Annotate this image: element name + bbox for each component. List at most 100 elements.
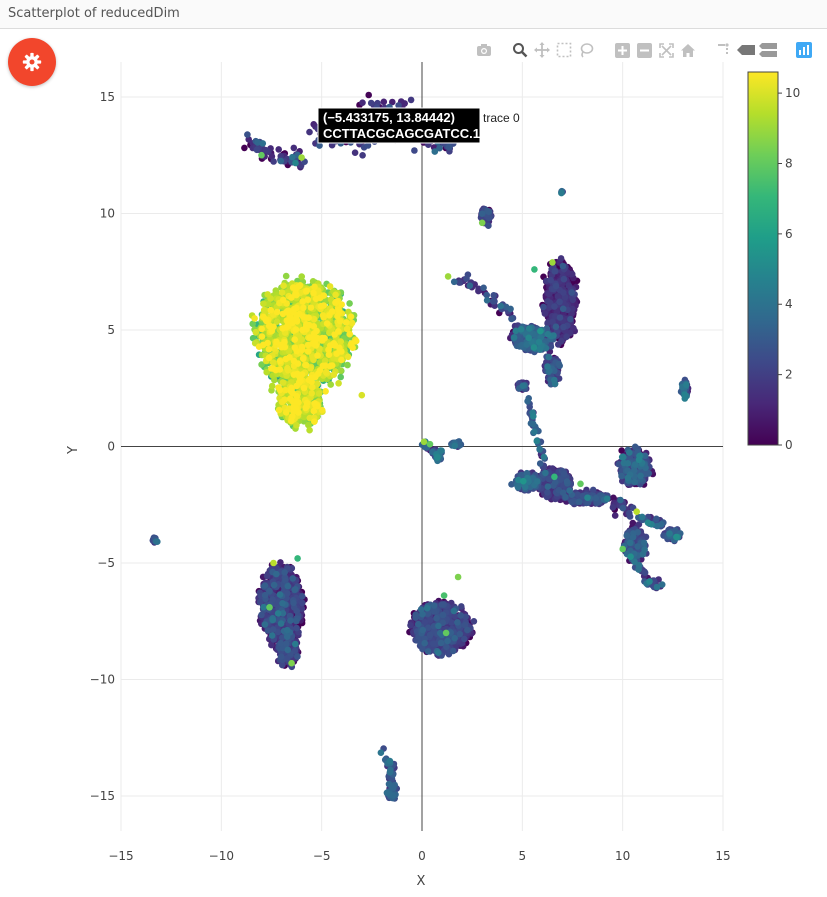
scatter-point[interactable] [412, 611, 420, 618]
scatter-point[interactable] [525, 334, 532, 342]
scatter-point[interactable] [563, 333, 570, 341]
scatter-point[interactable] [480, 284, 487, 292]
scatter-point[interactable] [531, 428, 538, 436]
scatter-point[interactable] [535, 338, 543, 346]
scatter-point[interactable] [424, 648, 432, 655]
scatter-point[interactable] [282, 640, 290, 648]
scatter-point[interactable] [359, 99, 366, 106]
scatter-point[interactable] [637, 472, 644, 480]
scatter-point[interactable] [520, 477, 527, 485]
camera-button[interactable] [475, 41, 493, 59]
scatter-points[interactable] [149, 91, 692, 802]
scatter-point[interactable] [560, 289, 567, 297]
scatter-point[interactable] [560, 275, 568, 283]
scatter-point[interactable] [570, 324, 577, 332]
scatter-point[interactable] [417, 606, 425, 613]
scatter-point[interactable] [673, 533, 680, 541]
autoscale-button[interactable] [657, 41, 675, 59]
scatter-point[interactable] [244, 131, 251, 138]
scatter-point[interactable] [430, 640, 437, 647]
scatter-point[interactable] [631, 478, 638, 486]
scatter-point[interactable] [524, 397, 531, 405]
scatter-point[interactable] [450, 607, 458, 615]
scatter-point[interactable] [618, 472, 625, 480]
scatter-point[interactable] [294, 653, 301, 660]
scatter-point[interactable] [266, 587, 273, 595]
scatter-point[interactable] [430, 602, 438, 609]
scatter-point[interactable] [544, 363, 551, 370]
scatter-point[interactable] [437, 639, 445, 647]
zoom-button[interactable] [511, 41, 529, 59]
scatter-point[interactable] [629, 519, 637, 527]
scatter-point[interactable] [435, 622, 442, 630]
scatter-point[interactable] [475, 285, 482, 293]
scatter-point[interactable] [268, 632, 276, 639]
scatter-point[interactable] [444, 637, 451, 645]
scatter-point[interactable] [646, 578, 653, 585]
scatter-point[interactable] [264, 627, 272, 634]
scatter-point[interactable] [383, 789, 391, 797]
scatter-point[interactable] [463, 275, 470, 282]
scatter-point[interactable] [618, 447, 625, 454]
scatter-point[interactable] [521, 483, 529, 491]
scatter-point[interactable] [259, 140, 267, 147]
scatter-point[interactable] [640, 539, 648, 547]
scatter-point[interactable] [485, 208, 493, 216]
scatter-point[interactable] [584, 494, 591, 502]
scatter-point[interactable] [666, 530, 673, 537]
scatter-point[interactable] [568, 498, 576, 506]
scatter-point[interactable] [555, 360, 563, 368]
scatter-point[interactable] [445, 143, 452, 151]
scatter-point[interactable] [298, 593, 306, 600]
scatter-point[interactable] [609, 504, 617, 511]
scatter-point[interactable] [337, 373, 345, 381]
scatter-point[interactable] [298, 599, 306, 607]
scatter-point[interactable] [653, 522, 661, 530]
scatter-point[interactable] [552, 282, 560, 290]
scatter-point[interactable] [508, 315, 515, 323]
scatter-point[interactable] [293, 617, 300, 625]
scatter-point[interactable] [644, 519, 652, 526]
scatter-point[interactable] [461, 635, 468, 643]
scatter-point[interactable] [407, 622, 414, 629]
reset-axes-button[interactable] [679, 41, 697, 59]
scatter-point[interactable] [568, 310, 575, 318]
scatter-point[interactable] [470, 618, 478, 625]
scatter-point[interactable] [489, 298, 497, 305]
scatter-point[interactable] [276, 591, 284, 598]
scatter-point[interactable] [261, 621, 269, 628]
scatter-point[interactable] [627, 553, 634, 560]
scatter-point[interactable] [624, 474, 632, 482]
scatter-point[interactable] [610, 494, 617, 502]
scatter-point[interactable] [541, 310, 549, 317]
scatter-point[interactable] [611, 512, 619, 519]
scatter-point[interactable] [559, 305, 567, 313]
scatter-point[interactable] [365, 91, 373, 99]
box-select-button[interactable] [555, 41, 573, 59]
scatter-point[interactable] [618, 453, 626, 461]
plotly-logo-button[interactable] [795, 41, 813, 59]
scatter-point[interactable] [454, 619, 461, 626]
scatter-point[interactable] [617, 496, 624, 504]
scatter-point[interactable] [544, 489, 551, 496]
scatter-point[interactable] [283, 633, 291, 640]
scatter-point[interactable] [554, 293, 562, 300]
scatter-point[interactable] [562, 493, 569, 501]
scatter-point[interactable] [282, 272, 290, 280]
scatter-point[interactable] [638, 513, 646, 521]
scatter-point[interactable] [544, 483, 552, 490]
scatter-point[interactable] [292, 159, 299, 167]
scatter-point[interactable] [525, 325, 533, 332]
scatter-point[interactable] [419, 626, 427, 634]
scatter-point[interactable] [537, 327, 544, 335]
scatter-point[interactable] [293, 607, 301, 615]
scatter-point[interactable] [653, 515, 660, 523]
scatter-point[interactable] [277, 653, 285, 660]
scatter-point[interactable] [386, 769, 394, 776]
scatter-point[interactable] [435, 649, 442, 656]
scatter-point[interactable] [268, 153, 276, 160]
scatter-point[interactable] [681, 391, 688, 398]
scatter-point[interactable] [507, 305, 514, 313]
scatter-point[interactable] [466, 282, 474, 289]
scatter-point[interactable] [568, 289, 575, 296]
